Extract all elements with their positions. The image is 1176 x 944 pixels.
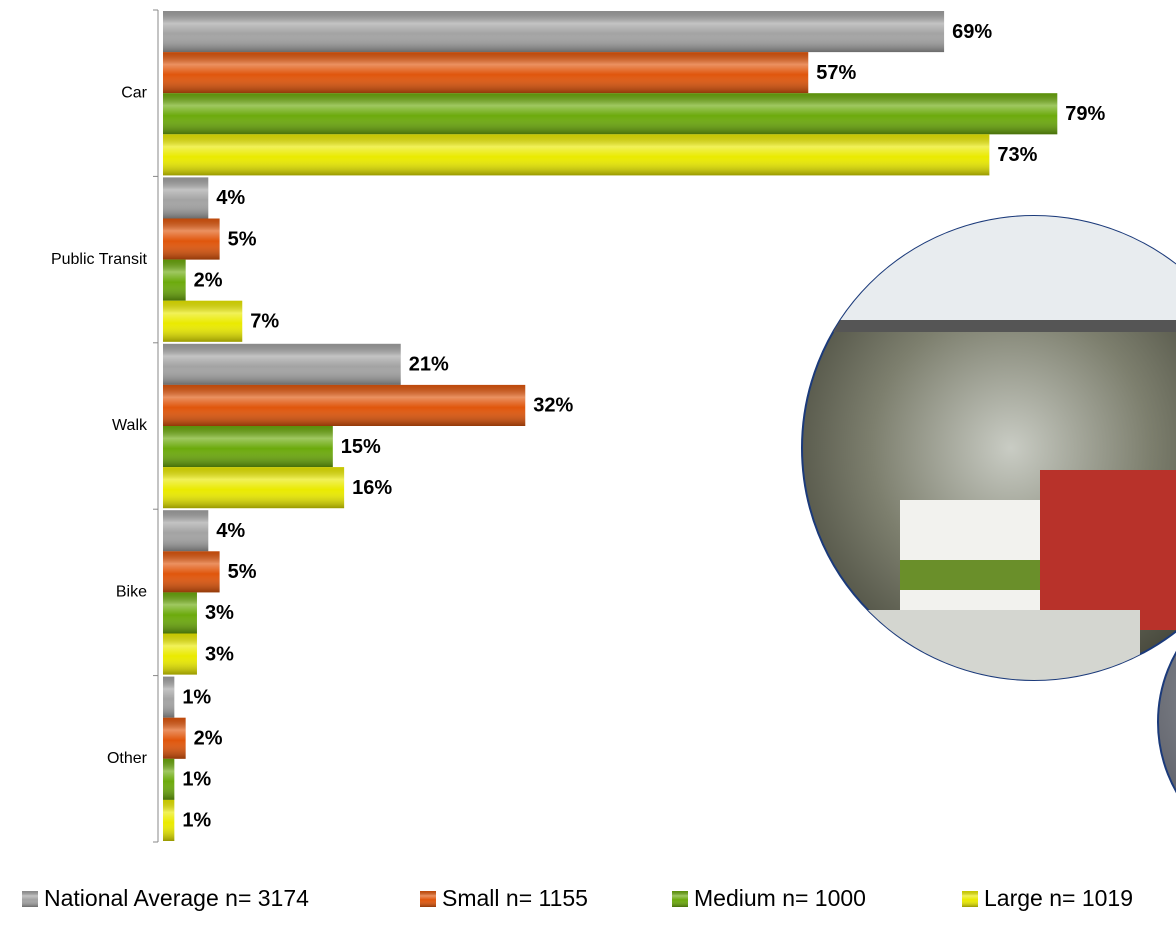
data-label: 4% [216, 187, 245, 209]
photo-circle [1157, 650, 1176, 794]
data-label: 1% [182, 686, 211, 708]
data-label: 16% [352, 477, 392, 499]
bar-shade [163, 93, 1058, 135]
bar-shade [163, 799, 175, 841]
data-label: 73% [997, 144, 1037, 166]
data-label: 5% [228, 228, 257, 250]
bar-shade [163, 426, 333, 468]
bar-shade [163, 384, 526, 426]
legend-label: Medium n= 1000 [694, 885, 866, 911]
data-label: 1% [182, 810, 211, 832]
bar-shade [163, 218, 220, 260]
bar-shade [163, 343, 401, 385]
bar-shade [163, 592, 197, 634]
legend-swatch-shade [420, 891, 436, 907]
bar-shade [163, 467, 345, 509]
data-label: 15% [341, 436, 381, 458]
data-label: 7% [250, 311, 279, 333]
bar-shade [163, 633, 197, 675]
legend-label: Small n= 1155 [442, 885, 588, 911]
data-label: 4% [216, 520, 245, 542]
legend: National Average n= 3174 Small n= 1155 Med… [22, 885, 1133, 911]
category-label: Car [121, 84, 147, 101]
legend-label: Large n= 1019 [984, 885, 1133, 911]
bar-shade [163, 177, 209, 219]
data-label: 69% [952, 21, 992, 43]
data-label: 5% [228, 561, 257, 583]
category-label: Public Transit [51, 251, 148, 268]
category-label: Bike [116, 584, 147, 601]
data-label: 3% [205, 643, 234, 665]
legend-swatch-shade [962, 891, 978, 907]
photo-details [802, 216, 1176, 680]
photo [801, 215, 1176, 794]
bar-shade [163, 300, 243, 342]
bar-shade [163, 551, 220, 593]
data-label: 57% [816, 62, 856, 84]
data-label: 21% [409, 354, 449, 376]
bar-shade [163, 134, 990, 176]
bar-shade [163, 676, 175, 718]
bar-shade [163, 717, 186, 759]
bar-shade [163, 52, 809, 94]
data-label: 1% [182, 769, 211, 791]
bar-shade [163, 259, 186, 301]
data-label: 79% [1065, 103, 1105, 125]
category-label: Other [107, 750, 148, 767]
legend-label: National Average n= 3174 [44, 885, 309, 911]
bar-shade [163, 11, 945, 53]
legend-swatch-shade [22, 891, 38, 907]
legend-swatch-shade [672, 891, 688, 907]
data-label: 32% [533, 395, 573, 417]
category-label: Walk [112, 417, 148, 434]
data-label: 2% [194, 728, 223, 750]
bar-shade [163, 758, 175, 800]
data-label: 3% [205, 602, 234, 624]
bar-shade [163, 510, 209, 552]
data-label: 2% [194, 269, 223, 291]
